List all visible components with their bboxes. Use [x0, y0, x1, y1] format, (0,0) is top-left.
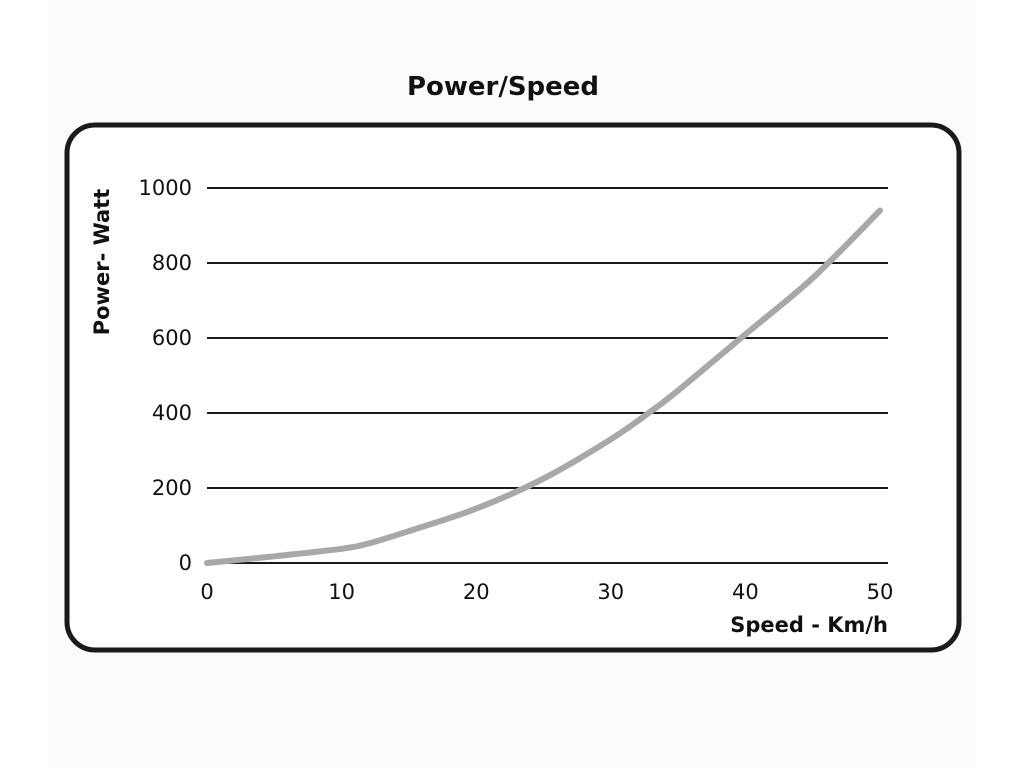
series-line-0 — [204, 207, 883, 566]
x-tick-label: 30 — [597, 580, 624, 604]
y-tick-label: 0 — [179, 551, 192, 575]
series-layer — [204, 207, 883, 566]
y-tick-label: 800 — [152, 251, 192, 275]
y-axis-label: Power- Watt — [90, 189, 114, 336]
x-axis-label: Speed - Km/h — [730, 613, 888, 637]
x-tick-label: 50 — [867, 580, 894, 604]
x-tick-label: 10 — [328, 580, 355, 604]
x-tick-label: 20 — [463, 580, 490, 604]
y-tick-label: 400 — [152, 401, 192, 425]
x-tick-label: 40 — [732, 580, 759, 604]
y-tick-label: 200 — [152, 476, 192, 500]
y-tick-label: 1000 — [139, 176, 192, 200]
gridlines — [207, 187, 888, 564]
y-axis-ticks: 0 200 400 600 800 1000 — [139, 176, 192, 575]
x-tick-label: 0 — [200, 580, 213, 604]
y-tick-label: 600 — [152, 326, 192, 350]
chart-frame — [64, 122, 962, 653]
chart-title: Power/Speed — [407, 72, 599, 102]
x-axis-ticks: 0 10 20 30 40 50 — [200, 580, 893, 604]
